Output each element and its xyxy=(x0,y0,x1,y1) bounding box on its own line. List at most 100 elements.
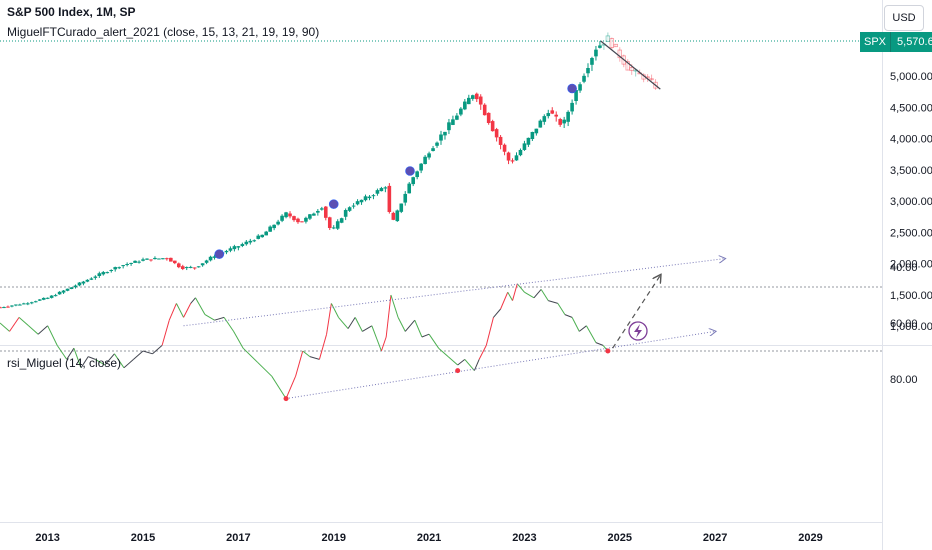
candle-body xyxy=(518,149,523,156)
rsi-segment xyxy=(585,325,597,343)
candle-body xyxy=(200,263,205,266)
time-tick-label: 2029 xyxy=(798,532,822,544)
candle-body xyxy=(526,137,531,145)
price-tick-label: 3,500.00 xyxy=(890,165,932,177)
rsi-segment xyxy=(371,325,382,352)
candle-body xyxy=(554,114,559,117)
rsi-segment xyxy=(309,356,320,360)
rsi-segment xyxy=(338,317,349,329)
rsi-segment xyxy=(595,342,604,346)
rsi-segment xyxy=(142,350,153,355)
rsi-segment xyxy=(175,303,184,318)
indicator-legend[interactable]: MiguelFTCurado_alert_2021 (close, 15, 13… xyxy=(7,25,320,39)
price-trendline[interactable] xyxy=(600,40,661,90)
candle-body xyxy=(582,75,586,82)
rsi-segment xyxy=(557,303,566,315)
candle-body xyxy=(244,241,249,245)
rsi-segment xyxy=(18,317,29,327)
rsi-segment xyxy=(88,356,96,360)
candle-body xyxy=(347,207,352,211)
candle-body xyxy=(331,227,336,229)
candle-body xyxy=(85,279,90,282)
rsi-segment xyxy=(47,325,58,346)
price-axis-border xyxy=(882,0,883,550)
candle-body xyxy=(407,183,412,194)
candle-body xyxy=(81,281,86,284)
candle-body xyxy=(77,282,82,286)
lightning-icon[interactable] xyxy=(628,321,648,341)
candle-body xyxy=(649,78,654,81)
chart-title[interactable]: S&P 500 Index, 1M, SP xyxy=(7,5,136,19)
rsi-segment xyxy=(578,325,587,332)
rsi-segment xyxy=(447,356,459,366)
rsi-segment xyxy=(326,303,332,335)
rsi-segment xyxy=(195,297,206,315)
rsi-axis-ticks: 80.00 60.00 40.00 xyxy=(890,262,918,386)
candle-body xyxy=(625,61,630,71)
rsi-segment xyxy=(133,350,144,360)
rsi-segment xyxy=(354,317,363,332)
rsi-legend[interactable]: rsi_Miguel (14, close) xyxy=(7,356,122,370)
candle-body xyxy=(590,58,594,65)
candle-body xyxy=(26,303,30,305)
pane-divider[interactable] xyxy=(0,345,932,346)
rsi-segment xyxy=(302,350,311,357)
rsi-segment xyxy=(347,317,356,329)
currency-selector[interactable]: USD xyxy=(884,5,924,31)
candle-body xyxy=(447,122,451,131)
candle-body xyxy=(411,177,415,185)
rsi-segment xyxy=(318,334,328,360)
signal-marker xyxy=(567,83,577,94)
rsi-segment xyxy=(37,325,49,335)
candle-body xyxy=(423,156,427,165)
candle-body xyxy=(395,210,400,222)
candle-body xyxy=(506,152,511,161)
candle-body xyxy=(137,261,141,263)
candle-body xyxy=(101,272,106,275)
candle-body xyxy=(109,270,114,272)
candle-body xyxy=(284,212,288,218)
rsi-segment xyxy=(214,316,225,321)
candle-body xyxy=(2,307,6,309)
candle-body xyxy=(300,221,304,223)
candle-body xyxy=(296,218,300,223)
candle-body xyxy=(192,267,197,269)
candle-body xyxy=(29,302,34,304)
candle-body xyxy=(6,306,10,308)
rsi-projection-arrow[interactable] xyxy=(612,275,661,349)
time-tick-label: 2025 xyxy=(608,532,632,544)
candles-group xyxy=(0,32,658,309)
candle-body xyxy=(212,256,217,258)
candle-body xyxy=(69,287,74,290)
candle-body xyxy=(538,120,543,128)
candle-body xyxy=(0,307,2,309)
candle-body xyxy=(467,97,471,105)
rsi-segment xyxy=(438,347,449,357)
candle-body xyxy=(268,226,272,232)
rsi-segment xyxy=(548,300,558,304)
rsi-peak-dot xyxy=(455,368,461,374)
candle-body xyxy=(276,221,280,225)
candle-body xyxy=(157,258,161,260)
candle-body xyxy=(363,196,368,201)
rsi-segment xyxy=(285,376,297,399)
candle-body xyxy=(443,131,447,136)
time-tick-label: 2023 xyxy=(512,532,536,544)
candle-body xyxy=(240,244,245,246)
candle-body xyxy=(184,267,189,269)
last-price-tag: SPX 5,570.65 xyxy=(860,32,932,52)
candle-body xyxy=(566,111,570,122)
candle-body xyxy=(232,246,237,250)
last-price-value: 5,570.65 xyxy=(891,32,932,52)
candle-body xyxy=(208,256,213,261)
time-axis-ticks: 2013 2015 2017 2019 2021 2023 2025 2027 2029 xyxy=(35,532,822,544)
candle-body xyxy=(598,45,602,48)
rsi-segment xyxy=(190,297,196,304)
price-axis-ticks: 5,000.00 4,500.00 4,000.00 3,500.00 3,000.00… xyxy=(890,71,932,333)
candle-body xyxy=(463,101,467,110)
rsi-upper-trendline[interactable] xyxy=(285,331,715,400)
rsi-line-group xyxy=(0,283,609,399)
rsi-lower-trendline[interactable] xyxy=(183,259,725,327)
candle-body xyxy=(316,210,320,213)
